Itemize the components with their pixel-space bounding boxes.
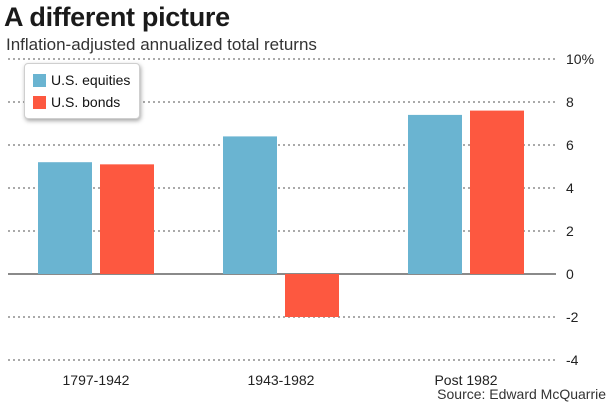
y-tick-label: 10% (566, 51, 594, 67)
chart-subtitle: Inflation-adjusted annualized total retu… (6, 35, 317, 54)
chart-source: Source: Edward McQuarrie (437, 386, 606, 402)
y-tick-label: -2 (566, 309, 579, 325)
y-tick-label: 0 (566, 266, 574, 282)
x-tick-label: 1797-1942 (63, 372, 130, 388)
y-tick-label: -4 (566, 352, 579, 368)
bar-equities (408, 114, 462, 275)
x-tick-label: Post 1982 (434, 372, 497, 388)
y-tick-label: 4 (566, 180, 574, 196)
legend-swatch-bonds (33, 95, 46, 109)
bar-bonds (470, 110, 524, 274)
x-tick-label: 1943-1982 (248, 372, 315, 388)
chart-title: A different picture (4, 2, 230, 32)
chart-legend: U.S. equities U.S. bonds (24, 63, 140, 119)
legend-label-equities: U.S. equities (51, 72, 131, 88)
bar-equities (223, 136, 277, 274)
bar-bonds (285, 274, 339, 317)
bar-bonds (100, 164, 154, 274)
bar-equities (38, 162, 92, 274)
legend-item-equities: U.S. equities (33, 71, 130, 89)
legend-item-bonds: U.S. bonds (33, 93, 120, 111)
legend-label-bonds: U.S. bonds (51, 94, 121, 110)
y-tick-label: 2 (566, 223, 574, 239)
y-tick-label: 8 (566, 94, 574, 110)
legend-swatch-equities (33, 73, 46, 87)
y-tick-label: 6 (566, 137, 574, 153)
